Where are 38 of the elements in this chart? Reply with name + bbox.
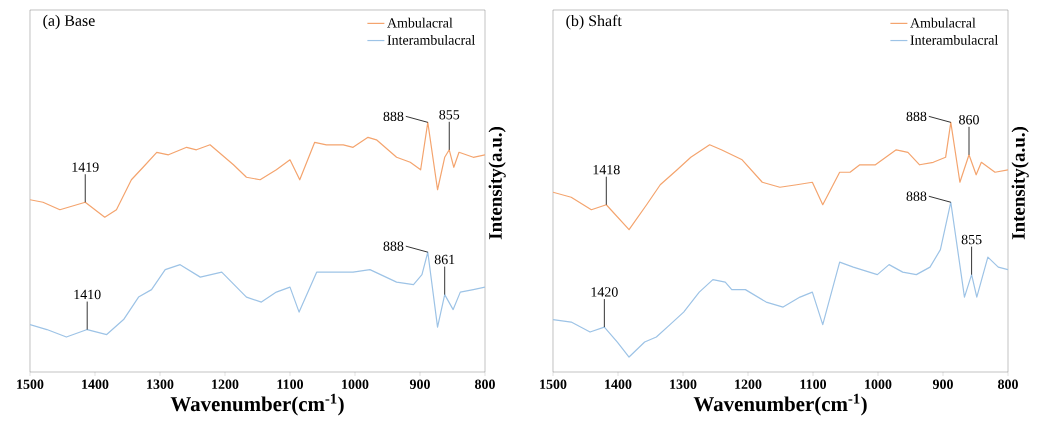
x-axis-title: Wavenumber(cm$^{-1}$) [693,393,867,416]
x-tick-label: 1500 [540,379,567,389]
x-tick-label: 1000 [342,379,369,389]
x-tick-label: 900 [409,379,430,389]
x-tick-label: 900 [932,379,953,389]
x-tick-label: 1100 [800,379,827,389]
legend-label: Ambulacral [910,17,976,28]
annotation: 855 [439,109,460,120]
x-tick-label: 1200 [735,379,762,389]
annotation: 888 [383,111,404,122]
legend-label: Interambulacral [910,34,999,45]
x-tick-label: 800 [998,379,1018,389]
x-tick-label: 1300 [670,379,697,389]
annotation: 1420 [591,287,618,297]
y-axis-title: Intensity(a.u.) [1011,127,1029,240]
legend-label: Interambulacral [387,34,476,45]
annotation: 888 [906,191,927,201]
annotation: 1419 [72,162,99,172]
annotation: 861 [434,254,455,265]
legend-label: Ambulacral [387,17,453,28]
x-tick-label: 1000 [865,379,892,389]
x-tick-label: 1100 [277,379,304,389]
annotation: 888 [906,111,927,122]
annotation: 860 [959,114,979,125]
chart-title: (b) Shaft [566,14,622,30]
x-tick-label: 1200 [212,379,239,389]
annotation: 1410 [74,289,101,300]
x-tick-label: 1400 [82,379,109,389]
chart-title: (a) Base [43,14,95,30]
annotation: 888 [383,241,404,251]
y-axis-title: Intensity(a.u.) [488,127,506,240]
x-tick-label: 1400 [605,379,632,389]
x-tick-label: 800 [475,379,495,389]
x-tick-label: 1300 [147,379,174,389]
annotation: 1418 [593,164,620,175]
x-tick-label: 1500 [17,379,44,389]
x-axis-title: Wavenumber(cm$^{-1}$) [170,393,344,416]
annotation: 855 [961,234,982,245]
